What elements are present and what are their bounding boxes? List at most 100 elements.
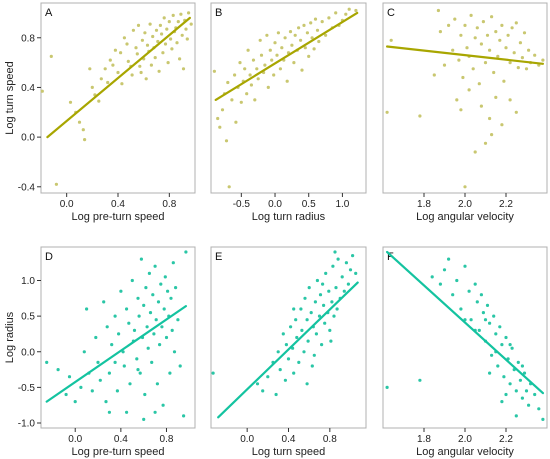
panel-b-point <box>302 23 306 27</box>
panel-e-point <box>302 350 306 354</box>
panel-c-point <box>461 75 465 80</box>
panel-a-point <box>126 59 130 64</box>
panel-f-frame <box>382 246 548 429</box>
panel-f-point <box>508 343 512 347</box>
panel-b-point <box>233 73 237 77</box>
panel-d-point <box>162 307 166 311</box>
panel-b-point <box>249 83 253 87</box>
panel-b-point <box>226 80 230 85</box>
panel-a-point <box>40 89 44 93</box>
panel-e-point <box>335 307 339 311</box>
panel-a-point <box>189 22 193 26</box>
panel-b-point <box>300 68 304 72</box>
panel-b-point <box>239 100 243 104</box>
panel-f-point <box>508 382 512 386</box>
panel-e-point <box>286 357 291 361</box>
panel-d-point <box>117 332 121 336</box>
panel-a-point <box>187 11 191 15</box>
panel-e-point <box>309 311 313 315</box>
panel-c-x-tick-label: 2.0 <box>458 199 472 210</box>
panel-b-point <box>218 125 222 129</box>
panel-b-point <box>245 92 249 96</box>
panel-f-point <box>518 378 523 382</box>
panel-a-point <box>108 58 112 62</box>
panel-c-point <box>492 70 496 75</box>
panel-a-point <box>179 12 183 16</box>
panel-e-point <box>328 328 332 332</box>
panel-b-point <box>297 26 301 30</box>
panel-f-point <box>520 396 525 400</box>
panel-d-point <box>135 357 139 361</box>
panel-f-point <box>504 392 508 397</box>
panel-b-x-tick-label: 0.5 <box>302 199 316 210</box>
panel-d-point <box>163 275 167 279</box>
panel-a-point <box>143 31 147 35</box>
panel-a-point <box>138 64 142 68</box>
panel-c-point <box>494 30 498 34</box>
panel-d-x-tick-label: 0.4 <box>114 434 128 445</box>
panel-f-point <box>514 414 518 418</box>
panel-e-point <box>266 375 270 379</box>
panel-e-point <box>342 289 346 293</box>
panel-e-x-tick-label: 0.4 <box>282 434 296 445</box>
panel-d-y-tick-label: 0.5 <box>21 312 35 323</box>
panel-b-point <box>327 16 331 20</box>
panel-d-fit-line <box>45 305 187 403</box>
panel-e-point <box>321 282 325 286</box>
panel-d-y-tick-label: -1.0 <box>18 419 36 430</box>
panel-d-point <box>90 389 94 393</box>
panel-c-x-axis-label: Log angular velocity <box>416 211 514 223</box>
panel-e-point <box>306 339 310 343</box>
panel-d-point <box>143 392 147 397</box>
panel-b-point <box>285 79 289 83</box>
panel-c-point <box>473 36 477 40</box>
panel-d-y-axis-label: Log radius <box>4 311 16 363</box>
panel-d-point <box>144 286 148 290</box>
panel-d-point <box>160 325 164 329</box>
panel-c-point <box>479 104 483 108</box>
panel-c-x-tick-label: 2.2 <box>499 199 513 210</box>
panel-f-point <box>385 385 389 389</box>
panel-d-y-tick-label: -0.5 <box>18 383 36 394</box>
panel-c-point <box>504 46 508 50</box>
panel-a-point <box>83 138 87 142</box>
panel-f-point <box>483 318 488 322</box>
panel-b-point <box>255 67 259 71</box>
panel-f-point <box>473 282 477 286</box>
panel-c-point <box>518 41 523 45</box>
panel-e-point <box>310 364 314 368</box>
panel-f-point <box>527 403 531 407</box>
panel-a-y-tick-label: 0.4 <box>21 83 35 94</box>
panel-e-point <box>299 307 303 311</box>
panel-c-point <box>490 15 494 19</box>
panel-c-point <box>508 98 512 102</box>
panel-b-point <box>216 116 220 121</box>
panel-c-point <box>463 185 467 189</box>
panel-c-x-tick-label: 1.8 <box>417 199 431 210</box>
panel-c-point <box>418 114 422 118</box>
panel-d-point <box>142 303 146 307</box>
panel-c-point <box>385 110 389 114</box>
panel-a-point <box>120 82 124 86</box>
panel-a-x-axis-label: Log pre-turn speed <box>72 211 165 223</box>
panel-a-point <box>49 54 53 59</box>
panel-d-point <box>73 400 77 404</box>
panel-d-point <box>119 289 123 293</box>
panel-b-point <box>227 185 231 189</box>
panel-c-point <box>455 98 459 102</box>
panel-e-x-axis-label: Log turn speed <box>252 446 325 458</box>
panel-e-point <box>327 289 331 293</box>
panel-c-point <box>494 95 498 99</box>
panel-f-point <box>510 346 514 350</box>
panel-f-point <box>500 400 504 404</box>
panel-e-point <box>305 382 309 386</box>
panel-f-x-tick-label: 2.2 <box>499 434 513 445</box>
panel-c-point <box>438 30 442 34</box>
panel-a-point <box>162 16 166 20</box>
panel-a-point <box>122 36 126 40</box>
panel-f-point <box>516 360 520 364</box>
panel-d-x-tick-label: 0.8 <box>160 434 174 445</box>
panel-f-point <box>467 289 471 293</box>
panel-a-point <box>77 120 82 124</box>
